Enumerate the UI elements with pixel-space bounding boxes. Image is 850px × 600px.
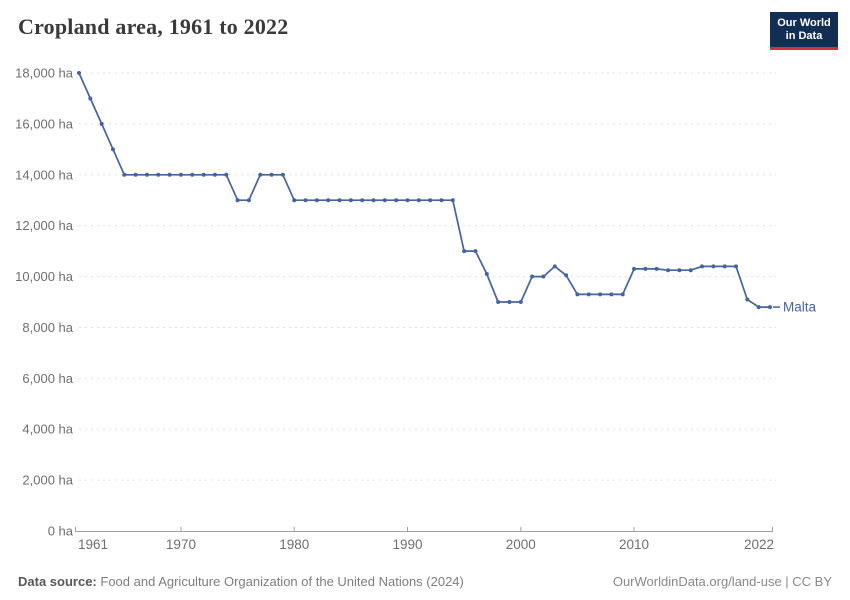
data-point[interactable]	[258, 172, 263, 177]
x-axis-tick-label: 1980	[279, 537, 309, 552]
data-point[interactable]	[292, 198, 297, 203]
data-point[interactable]	[405, 198, 410, 203]
data-point[interactable]	[337, 198, 342, 203]
data-point[interactable]	[99, 121, 104, 126]
x-axis-tick-label: 1970	[166, 537, 196, 552]
data-point[interactable]	[756, 305, 761, 310]
data-point[interactable]	[734, 264, 739, 269]
chart-title: Cropland area, 1961 to 2022	[18, 14, 289, 39]
data-source: Data source: Food and Agriculture Organi…	[18, 574, 464, 589]
data-point[interactable]	[88, 96, 93, 101]
data-point[interactable]	[688, 268, 693, 273]
y-axis-tick-label: 14,000 ha	[15, 167, 74, 182]
data-point[interactable]	[360, 198, 365, 203]
y-axis-tick-label: 2,000 ha	[22, 473, 73, 488]
data-point[interactable]	[768, 305, 772, 310]
y-axis-tick-label: 16,000 ha	[15, 116, 74, 131]
data-point[interactable]	[722, 264, 727, 269]
data-point[interactable]	[326, 198, 331, 203]
data-point[interactable]	[178, 172, 183, 177]
data-point[interactable]	[246, 198, 251, 203]
data-point[interactable]	[700, 264, 705, 269]
data-point[interactable]	[224, 172, 229, 177]
x-axis-tick-label: 2022	[744, 537, 774, 552]
chart-footer: Data source: Food and Agriculture Organi…	[18, 574, 832, 589]
data-point[interactable]	[677, 268, 682, 273]
data-point[interactable]	[439, 198, 444, 203]
credit-link[interactable]: OurWorldinData.org/land-use | CC BY	[612, 574, 832, 589]
data-point[interactable]	[462, 249, 467, 254]
data-point[interactable]	[416, 198, 421, 203]
data-point[interactable]	[280, 172, 285, 177]
owid-logo-line2: in Data	[785, 30, 823, 42]
y-axis-tick-label: 4,000 ha	[22, 422, 73, 437]
data-point[interactable]	[77, 71, 81, 75]
data-point[interactable]	[598, 292, 603, 297]
data-point[interactable]	[428, 198, 433, 203]
x-axis-tick-label: 1990	[392, 537, 422, 552]
data-point[interactable]	[575, 292, 580, 297]
data-point[interactable]	[167, 172, 172, 177]
data-point[interactable]	[394, 198, 399, 203]
data-point[interactable]	[382, 198, 387, 203]
data-point[interactable]	[552, 264, 557, 269]
x-axis-tick-label: 2010	[619, 537, 649, 552]
data-point[interactable]	[348, 198, 353, 203]
x-axis-tick-label: 2000	[506, 537, 536, 552]
data-point[interactable]	[609, 292, 614, 297]
y-axis-tick-label: 0 ha	[48, 524, 74, 539]
data-point[interactable]	[371, 198, 376, 203]
data-point[interactable]	[484, 272, 489, 277]
data-point[interactable]	[122, 172, 127, 177]
data-point[interactable]	[110, 147, 115, 152]
data-point[interactable]	[666, 268, 671, 273]
data-point[interactable]	[235, 198, 240, 203]
data-point[interactable]	[564, 273, 569, 278]
data-point[interactable]	[314, 198, 319, 203]
data-point[interactable]	[586, 292, 591, 297]
data-point[interactable]	[473, 249, 478, 254]
y-axis-tick-label: 8,000 ha	[22, 320, 73, 335]
data-source-text: Food and Agriculture Organization of the…	[100, 574, 464, 589]
data-point[interactable]	[190, 172, 195, 177]
data-point[interactable]	[654, 266, 659, 271]
data-point[interactable]	[632, 266, 637, 271]
y-axis-tick-label: 10,000 ha	[15, 269, 74, 284]
data-point[interactable]	[269, 172, 274, 177]
data-source-label: Data source:	[18, 574, 97, 589]
data-point[interactable]	[450, 198, 455, 203]
owid-logo-line1: Our World	[777, 17, 831, 29]
data-point[interactable]	[201, 172, 206, 177]
data-point[interactable]	[212, 172, 217, 177]
data-point[interactable]	[541, 274, 546, 279]
malta-series-line	[78, 72, 771, 308]
data-point[interactable]	[518, 300, 523, 304]
data-point[interactable]	[507, 300, 512, 304]
data-point[interactable]	[711, 264, 716, 269]
data-point[interactable]	[745, 297, 750, 302]
data-point[interactable]	[144, 172, 149, 177]
data-point[interactable]	[156, 172, 161, 177]
data-point[interactable]	[496, 300, 501, 304]
y-axis-tick-label: 6,000 ha	[22, 371, 73, 386]
data-point[interactable]	[303, 198, 308, 203]
data-point[interactable]	[643, 266, 648, 271]
y-axis-tick-label: 12,000 ha	[15, 218, 74, 233]
y-axis-tick-label: 18,000 ha	[15, 66, 74, 81]
data-point[interactable]	[133, 172, 138, 177]
entity-label[interactable]: Malta	[783, 300, 817, 315]
x-axis-tick-label: 1961	[78, 537, 108, 552]
data-point[interactable]	[530, 274, 535, 279]
owid-logo[interactable]: Our World in Data	[770, 12, 838, 50]
data-point[interactable]	[620, 292, 625, 297]
